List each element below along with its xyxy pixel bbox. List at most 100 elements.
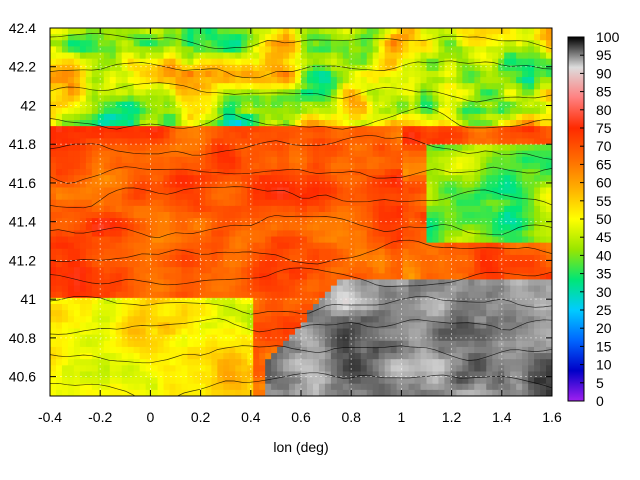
heatmap-cell (372, 150, 380, 158)
heatmap-cell (271, 230, 278, 238)
heatmap-cell (444, 377, 452, 385)
heatmap-cell (157, 162, 165, 170)
heatmap-cell (259, 132, 266, 139)
heatmap-cell (480, 52, 487, 60)
heatmap-cell (456, 267, 463, 274)
heatmap-cell (253, 377, 260, 385)
heatmap-cell (169, 205, 177, 213)
heatmap-cell (486, 107, 493, 115)
heatmap-cell (468, 169, 475, 176)
heatmap-cell (175, 89, 183, 97)
heatmap-cell (384, 340, 392, 348)
heatmap-cell (426, 383, 434, 391)
heatmap-cell (420, 254, 428, 262)
heatmap-cell (79, 101, 87, 109)
heatmap-cell (480, 169, 487, 176)
heatmap-cell (408, 291, 416, 299)
heatmap-cell (360, 218, 368, 225)
heatmap-cell (187, 46, 195, 54)
heatmap-cell (115, 144, 123, 152)
heatmap-cell (480, 371, 487, 379)
heatmap-cell (354, 181, 362, 189)
heatmap-cell (295, 291, 302, 299)
heatmap-cell (229, 187, 236, 195)
heatmap-cell (438, 64, 446, 72)
heatmap-cell (229, 138, 236, 146)
heatmap-cell (283, 162, 290, 170)
heatmap-cell (235, 58, 242, 66)
heatmap-cell (336, 113, 344, 121)
heatmap-cell (336, 285, 344, 293)
heatmap-cell (402, 162, 410, 170)
heatmap-cell (378, 107, 386, 115)
heatmap-cell (450, 28, 457, 35)
heatmap-cell (50, 212, 57, 219)
heatmap-cell (486, 340, 493, 348)
heatmap-cell (522, 187, 529, 195)
heatmap-cell (289, 138, 296, 146)
heatmap-cell (223, 383, 230, 391)
heatmap-cell (486, 261, 493, 268)
heatmap-cell (205, 297, 212, 305)
heatmap-cell (456, 89, 463, 97)
heatmap-cell (199, 389, 206, 396)
heatmap-cell (295, 285, 302, 293)
heatmap-cell (324, 383, 332, 391)
heatmap-cell (103, 291, 111, 299)
heatmap-cell (50, 162, 57, 170)
heatmap-cell (312, 46, 320, 54)
heatmap-cell (534, 95, 541, 103)
heatmap-cell (444, 334, 452, 342)
heatmap-cell (79, 107, 87, 115)
heatmap-cell (55, 175, 63, 182)
heatmap-cell (384, 310, 392, 317)
heatmap-cell (444, 83, 452, 90)
heatmap-cell (67, 242, 75, 250)
heatmap-cell (295, 58, 302, 66)
heatmap-cell (462, 64, 469, 72)
heatmap-cell (426, 193, 434, 201)
heatmap-cell (247, 138, 254, 146)
heatmap-cell (151, 34, 159, 41)
heatmap-cell (372, 58, 380, 66)
heatmap-cell (175, 365, 183, 373)
heatmap-cell (522, 28, 529, 35)
heatmap-cell (133, 64, 141, 72)
heatmap-cell (181, 107, 189, 115)
heatmap-cell (372, 310, 380, 317)
heatmap-cell (157, 285, 165, 293)
heatmap-cell (199, 162, 206, 170)
heatmap-cell (468, 107, 475, 115)
heatmap-cell (534, 359, 541, 366)
heatmap-cell (121, 107, 129, 115)
heatmap-cell (498, 322, 505, 330)
heatmap-cell (474, 95, 481, 103)
heatmap-cell (330, 297, 338, 305)
heatmap-cell (468, 52, 475, 60)
heatmap-cell (342, 156, 350, 164)
heatmap-cell (181, 371, 189, 379)
heatmap-cell (390, 187, 398, 195)
heatmap-cell (295, 322, 302, 330)
heatmap-cell (181, 89, 189, 97)
heatmap-cell (426, 126, 434, 133)
heatmap-cell (175, 334, 183, 342)
heatmap-cell (378, 365, 386, 373)
heatmap-cell (133, 346, 141, 354)
heatmap-cell (67, 40, 75, 47)
heatmap-cell (199, 144, 206, 152)
heatmap-cell (378, 310, 386, 317)
heatmap-cell (211, 199, 218, 207)
heatmap-cell (330, 371, 338, 379)
heatmap-cell (306, 316, 314, 323)
heatmap-cell (277, 297, 284, 305)
heatmap-cell (474, 169, 481, 176)
heatmap-cell (420, 89, 428, 97)
heatmap-cell (121, 132, 129, 139)
heatmap-cell (534, 156, 541, 164)
heatmap-cell (336, 261, 344, 268)
heatmap-cell (181, 138, 189, 146)
heatmap-cell (121, 181, 129, 189)
heatmap-cell (223, 52, 230, 60)
heatmap-cell (354, 101, 362, 109)
